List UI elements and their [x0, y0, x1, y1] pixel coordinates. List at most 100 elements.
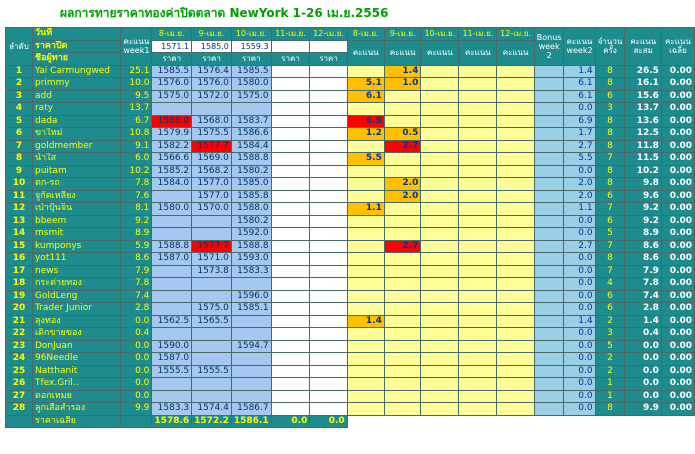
score: [420, 239, 460, 253]
order: 19: [5, 289, 33, 303]
week1-score: 7.8: [120, 177, 153, 191]
order: 26: [5, 377, 33, 391]
count: 3: [594, 327, 626, 341]
week2-score: 6.9: [563, 114, 596, 128]
average-price: 1578.6: [151, 414, 193, 428]
footer-blank: [496, 415, 535, 428]
score: [420, 152, 460, 166]
score: [420, 264, 460, 278]
price: 1575.0: [230, 89, 272, 103]
close-price: 1559.3: [230, 39, 272, 53]
player-name: กระต่ายทอง: [31, 277, 122, 291]
order: 12: [5, 202, 33, 216]
score: [496, 314, 535, 328]
player-name: raty: [31, 102, 122, 116]
score: [496, 164, 535, 178]
avg-score: 0.00: [660, 389, 695, 403]
price: 1577.0: [191, 177, 232, 191]
order: 23: [5, 339, 33, 353]
week1-score: 8.6: [120, 252, 153, 266]
player-name: yot111: [31, 252, 122, 266]
score: [496, 302, 535, 316]
score: [346, 364, 385, 378]
avg-score: 0.00: [660, 189, 695, 203]
price: [191, 377, 232, 391]
price: [270, 339, 311, 353]
score: 5.5: [346, 152, 385, 166]
count: 2: [594, 364, 626, 378]
score: [383, 377, 422, 391]
price: [309, 264, 348, 278]
score: [420, 402, 460, 416]
order: 8: [5, 152, 33, 166]
count: 2: [594, 314, 626, 328]
player-name: GoldLeng: [31, 289, 122, 303]
order: 21: [5, 314, 33, 328]
total-score: 7.4: [624, 289, 662, 303]
score: [420, 339, 460, 353]
total-score: 2.8: [624, 302, 662, 316]
order: 15: [5, 239, 33, 253]
order: 11: [5, 189, 33, 203]
player-name: เป่าปุ้นจิ้น: [31, 202, 122, 216]
score: [346, 352, 385, 366]
total-score: 8.9: [624, 227, 662, 241]
count: 4: [594, 277, 626, 291]
price: 1588.8: [230, 239, 272, 253]
price-date: 8-เม.ย.: [151, 27, 193, 41]
player-row: 15 kumponys 5.9 1588.8 1577.7 1588.8 2.7 2.7 7 8.…: [5, 239, 695, 253]
avg-score: 0.00: [660, 402, 695, 416]
week1-score: 13.7: [120, 102, 153, 116]
score: [458, 239, 498, 253]
player-row: 4 raty 13.7 0.0 3 13.7 0.00: [5, 102, 695, 116]
price: 1585.0: [230, 177, 272, 191]
bonus-header: Bonus week 2: [533, 27, 565, 66]
price: [309, 352, 348, 366]
score: [383, 364, 422, 378]
total-score: 1.4: [624, 314, 662, 328]
score-date: 12-เม.ย.: [496, 27, 535, 41]
week2-score: 0.0: [563, 402, 596, 416]
score-date: 10-เม.ย.: [420, 27, 460, 41]
week1-score: 10.2: [120, 164, 153, 178]
price-label: ราคา: [309, 52, 348, 66]
bonus: [533, 164, 565, 178]
order: 20: [5, 302, 33, 316]
score: [346, 227, 385, 241]
score: 2.0: [383, 177, 422, 191]
week2-score: 0.0: [563, 364, 596, 378]
week2-score: 2.7: [563, 139, 596, 153]
price: [309, 327, 348, 341]
score: 1.4: [346, 314, 385, 328]
player-name: Trader Junior: [31, 302, 122, 316]
price: 1584.0: [151, 177, 193, 191]
score: [496, 252, 535, 266]
order: 3: [5, 89, 33, 103]
player-name: เด็กขายของ: [31, 327, 122, 341]
count: 7: [594, 264, 626, 278]
score: [383, 327, 422, 341]
price: [151, 377, 193, 391]
price: 1569.0: [191, 152, 232, 166]
bonus: [533, 352, 565, 366]
week2-score: 0.0: [563, 252, 596, 266]
score: 1.2: [346, 127, 385, 141]
price: 1586.7: [230, 402, 272, 416]
price: 1565.5: [191, 314, 232, 328]
score: [420, 77, 460, 91]
score: [383, 352, 422, 366]
player-name: kumponys: [31, 239, 122, 253]
avg-score: 0.00: [660, 314, 695, 328]
score: [383, 114, 422, 128]
count: 3: [594, 102, 626, 116]
score: [420, 64, 460, 78]
price: 1585.5: [230, 64, 272, 78]
order: 5: [5, 114, 33, 128]
score: [346, 277, 385, 291]
score: [420, 327, 460, 341]
score: [496, 264, 535, 278]
player-row: 25 Natthanit 0.0 1555.5 1555.5 0.0 2 0.0 0.00: [5, 364, 695, 378]
week1-header: คะแนน week1: [120, 27, 153, 66]
avg-score: 0.00: [660, 114, 695, 128]
